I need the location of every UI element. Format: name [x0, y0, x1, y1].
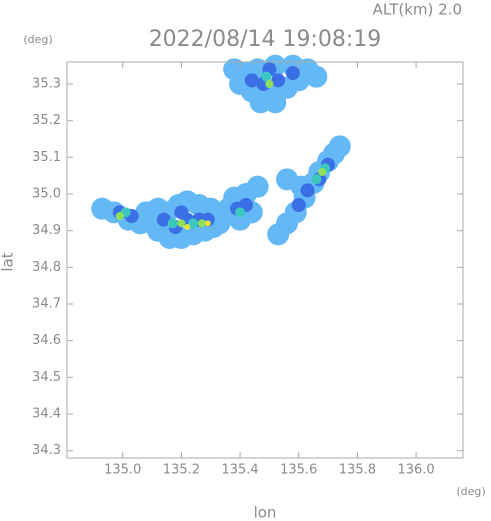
echo-cell — [328, 135, 351, 158]
echo-cell — [204, 220, 211, 227]
echo-cell — [184, 224, 191, 230]
echo-cell — [167, 218, 178, 229]
x-tick-label: 135.0 — [104, 463, 141, 478]
y-axis-label: lat — [0, 252, 17, 271]
echo-cell — [115, 212, 124, 220]
y-tick-label: 34.3 — [32, 443, 61, 458]
x-tick-label: 135.2 — [163, 463, 200, 478]
y-tick-label: 35.0 — [32, 187, 61, 202]
y-tick-label: 34.9 — [32, 223, 61, 238]
y-tick-label: 34.4 — [32, 407, 61, 422]
x-tick-label: 135.8 — [339, 463, 376, 478]
echo-cell — [300, 183, 315, 198]
x-tick-label: 135.4 — [221, 463, 258, 478]
y-tick-label: 34.5 — [32, 370, 61, 385]
y-tick-label: 35.2 — [32, 113, 61, 128]
echo-cell — [276, 168, 298, 191]
echo-cell — [188, 218, 199, 229]
x-unit: (deg) — [456, 485, 485, 498]
echo-cell — [318, 168, 327, 176]
y-tick-label: 35.3 — [32, 77, 61, 92]
x-tick-label: 136.0 — [397, 463, 434, 478]
echo-cell — [261, 71, 272, 82]
echo-cell — [271, 73, 286, 88]
y-tick-label: 35.1 — [32, 150, 61, 165]
y-unit: (deg) — [23, 33, 52, 46]
echo-cell — [235, 207, 246, 218]
chart-title: 2022/08/14 19:08:19 — [149, 27, 382, 52]
echo-cell — [311, 174, 322, 185]
x-axis-label: lon — [254, 504, 277, 521]
echo-cell — [246, 175, 269, 198]
echo-cell — [265, 80, 274, 88]
plot-area — [91, 54, 351, 249]
echo-cell — [156, 212, 171, 227]
echo-cell — [197, 219, 206, 228]
x-tick-label: 135.6 — [280, 463, 317, 478]
y-tick-label: 34.7 — [32, 297, 61, 312]
echo-cell — [291, 198, 306, 212]
echo-cell — [177, 219, 186, 228]
y-tick-label: 34.6 — [32, 333, 61, 348]
echo-cell — [244, 73, 259, 88]
chart-subtitle: ALT(km) 2.0 — [373, 1, 462, 19]
echo-cell — [264, 91, 287, 114]
y-tick-label: 34.8 — [32, 260, 61, 275]
frame — [66, 61, 464, 459]
echo-cell — [174, 205, 189, 220]
echo-cell — [285, 66, 300, 80]
echo-cell — [305, 65, 328, 88]
